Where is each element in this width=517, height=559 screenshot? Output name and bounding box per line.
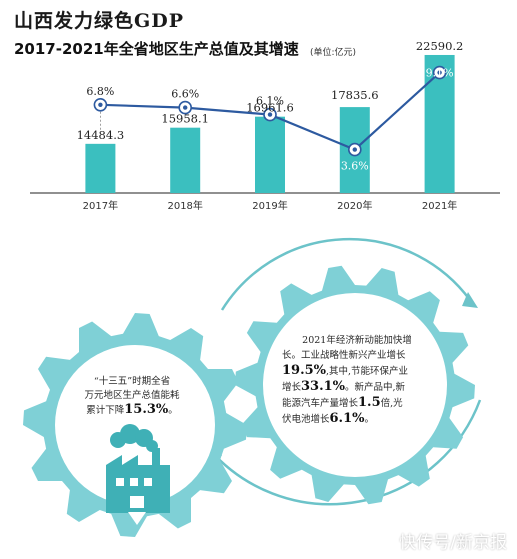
right-gear-h1: 19.5% xyxy=(282,363,326,378)
right-gear-line2: 长。工业战略性新兴产业增长 xyxy=(282,348,432,363)
right-gear-p3: ,其中,节能环保产业 xyxy=(326,366,408,377)
right-gear-line1: 2021年经济新动能加快增 xyxy=(282,333,432,348)
right-gear-line4: 增长33.1%。新产品中,新 xyxy=(282,379,432,395)
left-gear-line2: 万元地区生产总值能耗 xyxy=(78,389,186,403)
right-gear-p5: 。新产品中,新 xyxy=(345,382,405,393)
right-gear-p7: 倍,光 xyxy=(381,398,403,409)
left-gear-line3: 累计下降15.3%。 xyxy=(78,403,186,418)
right-gear-line5: 能源汽车产量增长1.5倍,光 xyxy=(282,395,432,411)
watermark: 快传号/新京报 xyxy=(399,528,507,553)
right-gear-p4: 增长 xyxy=(282,382,301,393)
left-gear-line3-prefix: 累计下降 xyxy=(86,405,124,416)
right-gear-p6: 能源汽车产量增长 xyxy=(282,398,358,409)
right-gear-p8: 伏电池增长 xyxy=(282,414,330,425)
right-gear-h3: 1.5 xyxy=(358,395,381,410)
right-gear-h4: 6.1% xyxy=(330,411,365,426)
right-gear-h2: 33.1% xyxy=(301,379,345,394)
left-gear-highlight: 15.3% xyxy=(124,402,168,417)
right-gear-text: 2021年经济新动能加快增 长。工业战略性新兴产业增长 19.5%,其中,节能环… xyxy=(282,333,432,427)
left-gear-line3-suffix: 。 xyxy=(168,405,178,416)
right-gear-line6: 伏电池增长6.1%。 xyxy=(282,411,432,427)
left-gear-line1: “十三五”时期全省 xyxy=(78,375,186,389)
left-gear-text: “十三五”时期全省 万元地区生产总值能耗 累计下降15.3%。 xyxy=(78,375,186,418)
right-gear-p9: 。 xyxy=(365,414,375,425)
right-gear-line3: 19.5%,其中,节能环保产业 xyxy=(282,363,432,379)
